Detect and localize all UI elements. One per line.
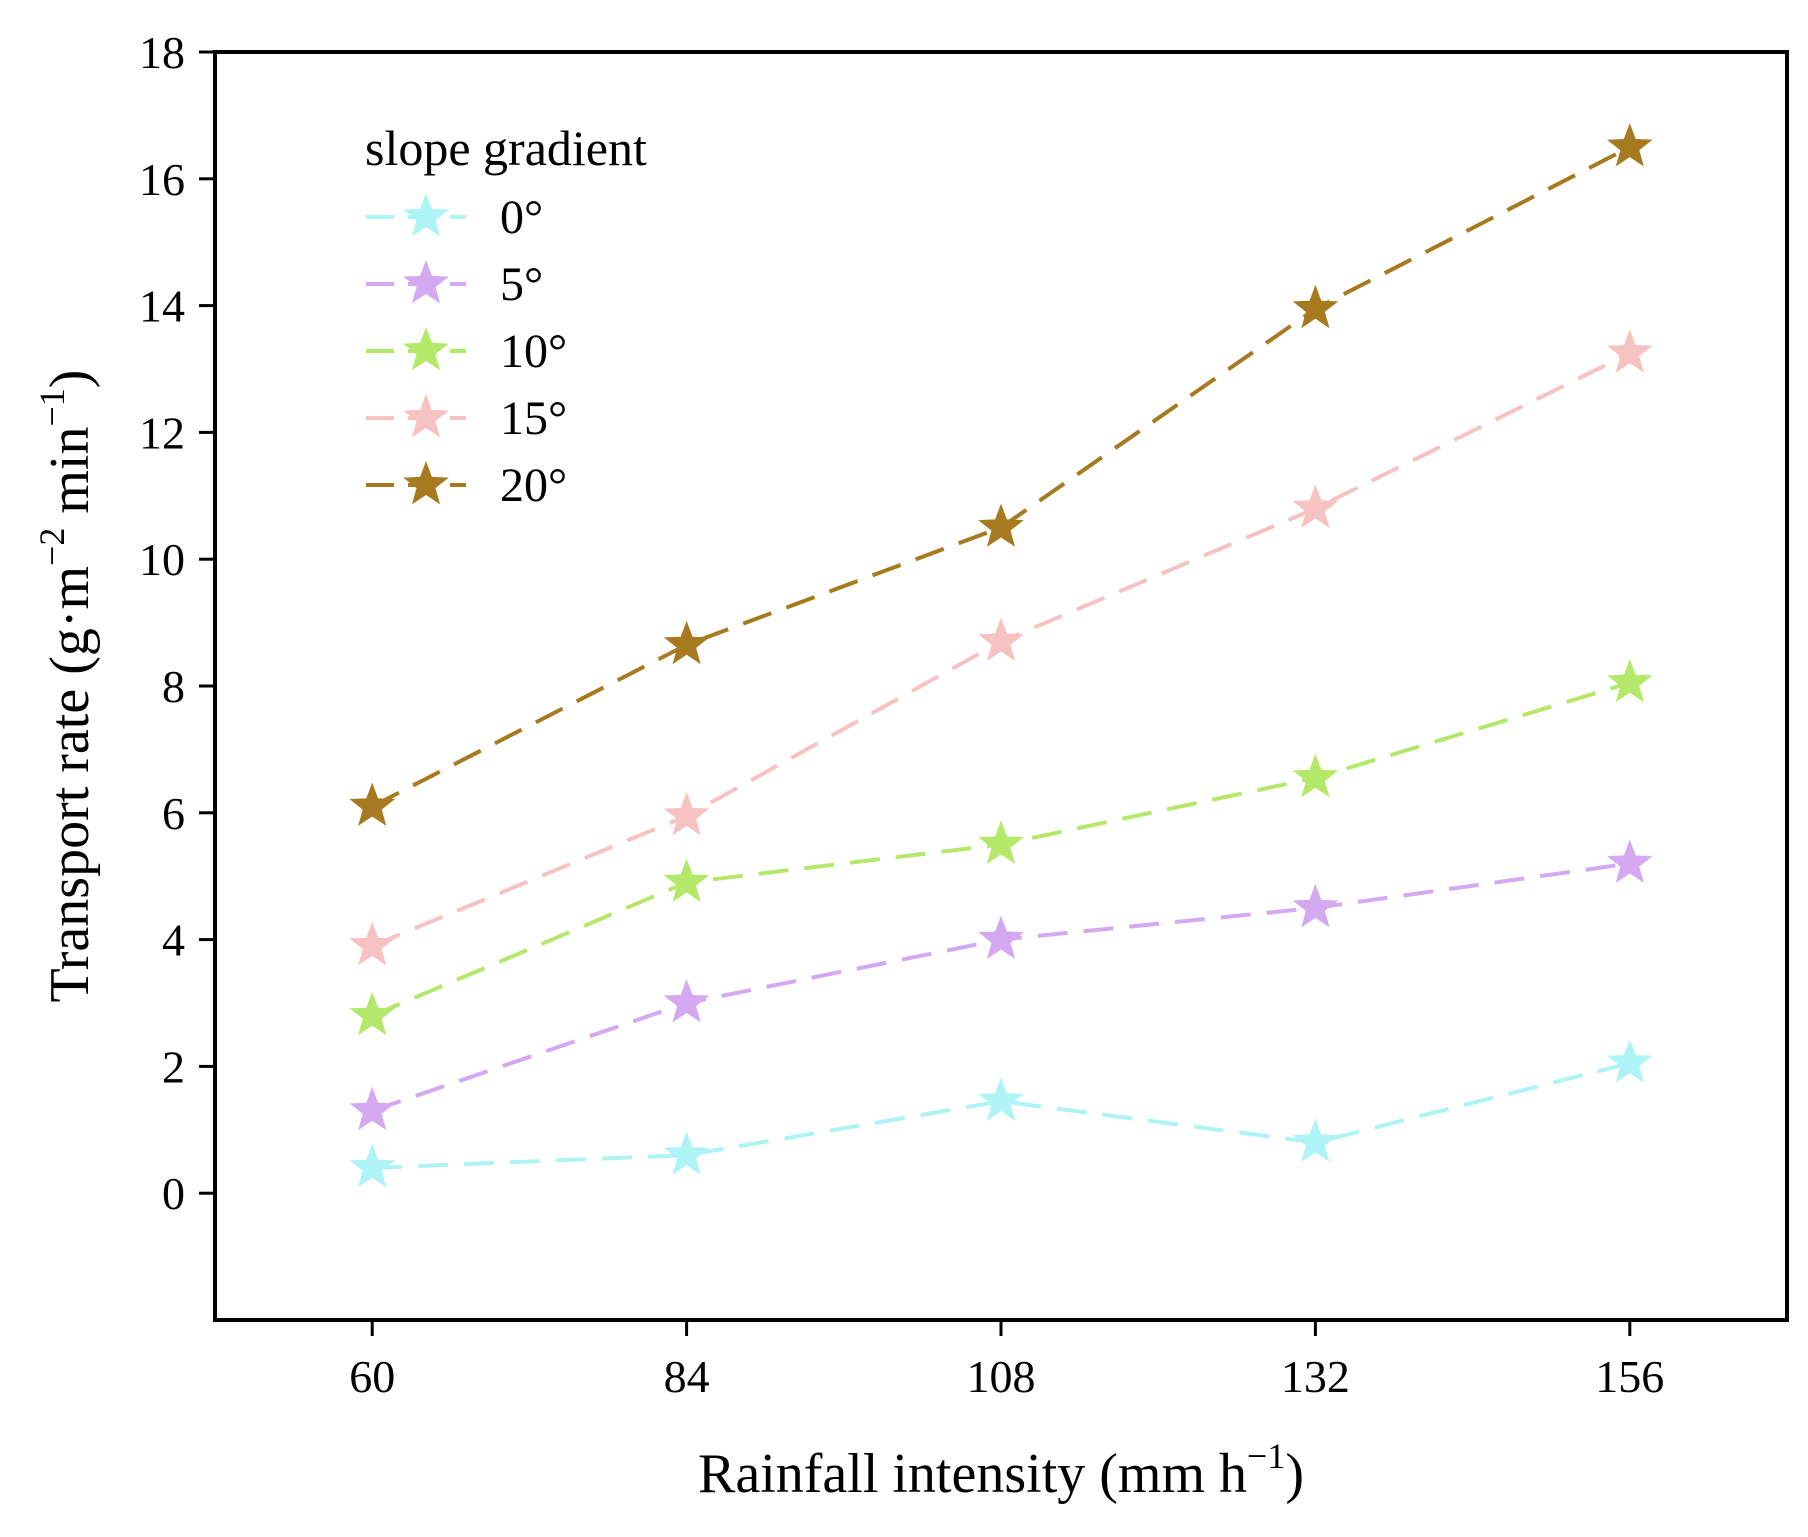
- data-point-star: [1292, 284, 1339, 329]
- y-tick-label: 0: [162, 1168, 185, 1219]
- legend-item: 0°: [366, 191, 543, 244]
- y-axis-title: Transport rate (g·m−2 min−1): [32, 370, 101, 1003]
- x-axis-ticks: 60 84 108 132 156: [349, 1320, 1664, 1402]
- data-point-star: [663, 858, 710, 902]
- series-2: [349, 658, 1653, 1036]
- data-point-star: [1607, 329, 1653, 373]
- y-tick-label: 10: [139, 534, 185, 585]
- legend-item: 10°: [366, 325, 567, 378]
- data-point-star: [1292, 484, 1339, 528]
- data-point-star: [978, 617, 1024, 661]
- series-0: [349, 1039, 1653, 1188]
- y-tick-label: 8: [162, 661, 185, 712]
- data-point-star: [349, 1086, 395, 1131]
- x-tick-label: 60: [349, 1351, 395, 1402]
- y-tick-label: 16: [139, 154, 185, 205]
- series-layer: [349, 123, 1653, 1188]
- y-axis-ticks: 0 2 4 6 8 10 12 14 16 18: [139, 27, 215, 1219]
- data-point-star: [1292, 1118, 1339, 1162]
- x-tick-label: 84: [664, 1351, 710, 1402]
- data-point-star: [349, 921, 395, 966]
- plot-frame: [213, 50, 1789, 1322]
- data-point-star: [663, 620, 710, 665]
- legend-label: 5°: [500, 258, 543, 311]
- data-point-star: [1607, 839, 1653, 883]
- y-tick-label: 18: [139, 27, 185, 78]
- y-tick-label: 12: [139, 407, 185, 458]
- data-point-star: [1292, 753, 1339, 798]
- legend-star-icon: [403, 260, 449, 304]
- data-point-star: [349, 1143, 395, 1188]
- series-1: [349, 839, 1653, 1131]
- legend-item: 20°: [366, 459, 567, 512]
- legend-label: 15°: [500, 392, 567, 445]
- x-tick-label: 132: [1281, 1351, 1350, 1402]
- series-3: [349, 329, 1653, 966]
- data-point-star: [978, 503, 1024, 547]
- data-point-star: [663, 979, 710, 1023]
- series-line: [371, 861, 1631, 1113]
- y-tick-label: 4: [162, 915, 185, 966]
- series-4: [349, 123, 1653, 826]
- data-point-star: [1607, 123, 1653, 167]
- data-point-star: [349, 782, 395, 826]
- data-point-star: [663, 1131, 710, 1175]
- legend-item: 5°: [366, 258, 543, 311]
- data-point-star: [978, 915, 1024, 959]
- x-axis-title: Rainfall intensity (mm h−1): [698, 1436, 1304, 1505]
- y-tick-label: 6: [162, 788, 185, 839]
- data-point-star: [978, 820, 1024, 864]
- data-point-star: [978, 1077, 1024, 1121]
- legend-label: 20°: [500, 459, 567, 512]
- legend-star-icon: [403, 461, 449, 505]
- data-point-star: [1607, 1039, 1653, 1083]
- legend-label: 0°: [500, 191, 543, 244]
- legend-star-icon: [403, 193, 449, 237]
- legend-label: 10°: [500, 325, 567, 378]
- legend-item: 15°: [366, 392, 567, 445]
- series-line: [371, 145, 1631, 809]
- data-point-star: [1607, 658, 1653, 703]
- data-point-star: [349, 991, 395, 1036]
- legend-title: slope gradient: [365, 120, 647, 176]
- legend-star-icon: [403, 327, 449, 371]
- x-tick-label: 108: [967, 1351, 1036, 1402]
- legend: slope gradient 0° 5° 10° 15° 20°: [365, 120, 647, 512]
- data-point-star: [663, 792, 710, 836]
- data-point-star: [1292, 883, 1339, 928]
- x-tick-label: 156: [1595, 1351, 1664, 1402]
- legend-star-icon: [403, 394, 449, 438]
- y-tick-label: 14: [139, 281, 185, 332]
- series-line: [372, 1061, 1631, 1170]
- y-tick-label: 2: [162, 1041, 185, 1092]
